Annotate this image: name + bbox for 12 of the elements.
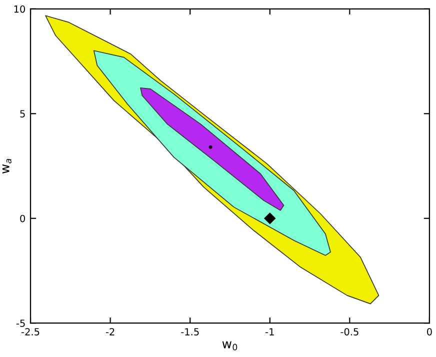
x-tick-label: -1.5 bbox=[181, 328, 199, 336]
x-tick-label: -1 bbox=[266, 328, 274, 336]
y-tick-label: 10 bbox=[14, 5, 26, 13]
y-tick-label: 5 bbox=[20, 110, 25, 118]
x-tick-label: 0 bbox=[427, 328, 432, 336]
y-axis-title: w$_{a}$ bbox=[2, 158, 12, 174]
x-tick-label: -2.5 bbox=[22, 328, 40, 336]
x-tick-label: -0.5 bbox=[340, 328, 358, 336]
y-tick-label: -5 bbox=[16, 320, 25, 327]
y-tick-label: 0 bbox=[20, 214, 26, 222]
x-tick-label: -2 bbox=[106, 328, 114, 336]
x-axis-title: w$_{0}$ bbox=[222, 341, 238, 350]
